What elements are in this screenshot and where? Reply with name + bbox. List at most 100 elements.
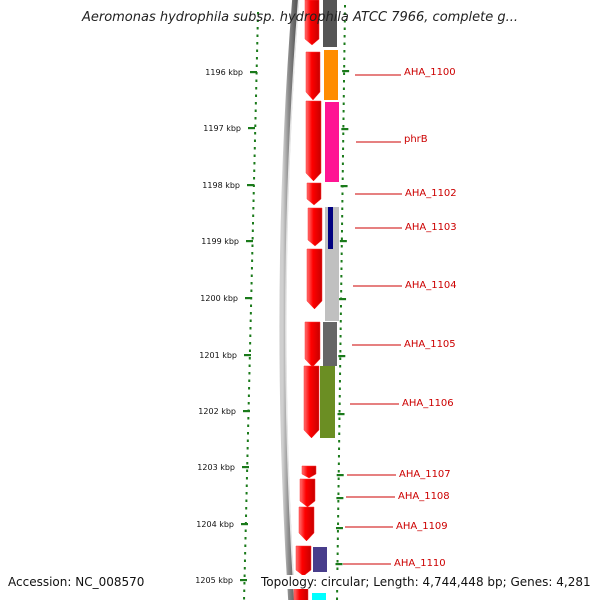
right-ruler-dot	[342, 80, 345, 83]
right-tick	[337, 413, 345, 416]
right-ruler-dot	[338, 402, 341, 405]
ruler-dot	[250, 282, 253, 285]
right-ruler-dot	[342, 110, 345, 113]
gene-label: AHA_1105	[404, 339, 456, 350]
feature-block	[323, 322, 337, 366]
ruler-dot	[244, 537, 247, 540]
right-ruler-dot	[339, 357, 342, 360]
right-tick	[336, 497, 344, 500]
right-ruler-dot	[336, 560, 339, 563]
right-ruler-dot	[343, 72, 346, 75]
ruler-dot	[243, 567, 246, 570]
feature-block	[324, 50, 338, 100]
ruler-dot	[243, 559, 246, 562]
gene-label: AHA_1110	[394, 558, 446, 569]
ruler-dot	[250, 304, 253, 307]
ruler-dot	[249, 327, 252, 330]
right-ruler-dot	[336, 537, 339, 540]
right-ruler-dot	[339, 305, 342, 308]
right-ruler-dot	[342, 125, 345, 128]
ruler-dot	[245, 514, 248, 517]
map-title: Aeromonas hydrophila subsp. hydrophila A…	[81, 10, 519, 25]
gene-label: AHA_1103	[405, 222, 457, 233]
right-tick	[335, 563, 343, 566]
ruler-dot	[251, 237, 254, 240]
ruler-dot	[247, 402, 250, 405]
feature-block	[312, 593, 326, 600]
kbp-tick	[250, 71, 257, 74]
topology-text: Topology: circular; Length: 4,744,448 bp…	[261, 575, 591, 589]
ruler-dot	[244, 544, 247, 547]
ruler-dot	[245, 492, 248, 495]
ruler-dot	[254, 132, 257, 135]
ruler-dot	[245, 507, 248, 510]
ruler-dot	[248, 372, 251, 375]
right-ruler-dot	[342, 117, 345, 120]
gene-label: AHA_1100	[404, 67, 456, 78]
cds-arrow	[304, 0, 320, 46]
ruler-dot	[247, 417, 250, 420]
ruler-dot	[246, 439, 249, 442]
right-ruler-dot	[336, 597, 339, 600]
kbp-tick	[246, 240, 253, 243]
ruler-dot	[248, 364, 251, 367]
right-ruler-dot	[339, 372, 342, 375]
right-ruler-dot	[338, 410, 341, 413]
ruler-dot	[250, 267, 253, 270]
ruler-dot	[243, 597, 246, 600]
right-ruler-dot	[340, 275, 343, 278]
ruler-dot	[255, 94, 258, 97]
right-ruler-dot	[341, 170, 344, 173]
ruler-dot	[252, 192, 255, 195]
right-ruler-dot	[341, 222, 344, 225]
right-ruler-dot	[342, 140, 345, 143]
right-ruler-dot	[337, 455, 340, 458]
gene-label: AHA_1109	[396, 521, 448, 532]
right-ruler-dot	[337, 500, 340, 503]
ruler-dot	[254, 102, 257, 105]
right-ruler-dot	[339, 312, 342, 315]
right-ruler-dot	[344, 5, 346, 8]
ruler-dot	[254, 109, 257, 112]
right-ruler-dot	[341, 215, 344, 218]
cds-arrow	[306, 182, 322, 206]
ruler-dot	[256, 42, 259, 45]
right-ruler-dot	[340, 290, 343, 293]
right-ruler-dot	[337, 477, 340, 480]
ruler-dot	[252, 222, 254, 225]
right-ruler-dot	[343, 50, 346, 53]
right-tick	[336, 474, 344, 477]
cds-arrow	[306, 248, 323, 310]
right-ruler-dot	[337, 492, 340, 495]
right-ruler-dot	[338, 395, 341, 398]
ruler-dot	[255, 64, 258, 67]
ruler-dot	[246, 469, 249, 472]
right-ruler-dot	[339, 327, 342, 330]
right-ruler-dot	[343, 35, 346, 38]
ruler-dot	[250, 274, 253, 277]
cds-arrow	[304, 321, 321, 368]
ruler-dot	[248, 379, 251, 382]
ruler-dot	[253, 154, 256, 157]
kbp-label: 1196 kbp	[205, 68, 243, 77]
kbp-tick	[242, 466, 249, 469]
ruler-dot	[245, 499, 248, 502]
kbp-label: 1202 kbp	[198, 407, 236, 416]
feature-block	[320, 366, 335, 438]
right-ruler-dot	[339, 320, 342, 323]
right-ruler-dot	[336, 545, 339, 548]
ruler-dot	[249, 319, 252, 322]
feature-block	[325, 102, 339, 182]
ruler-dot	[257, 12, 259, 15]
right-ruler-dot	[343, 65, 346, 68]
right-tick	[341, 128, 349, 131]
ruler-dot	[246, 462, 249, 465]
kbp-label: 1203 kbp	[197, 463, 235, 472]
right-tick	[339, 298, 347, 301]
ruler-dot	[253, 169, 256, 172]
right-ruler-dot	[337, 515, 340, 518]
ruler-dot	[245, 477, 248, 480]
ruler-dot	[247, 394, 250, 397]
ruler-dot	[244, 529, 247, 532]
right-ruler-dot	[342, 95, 345, 98]
